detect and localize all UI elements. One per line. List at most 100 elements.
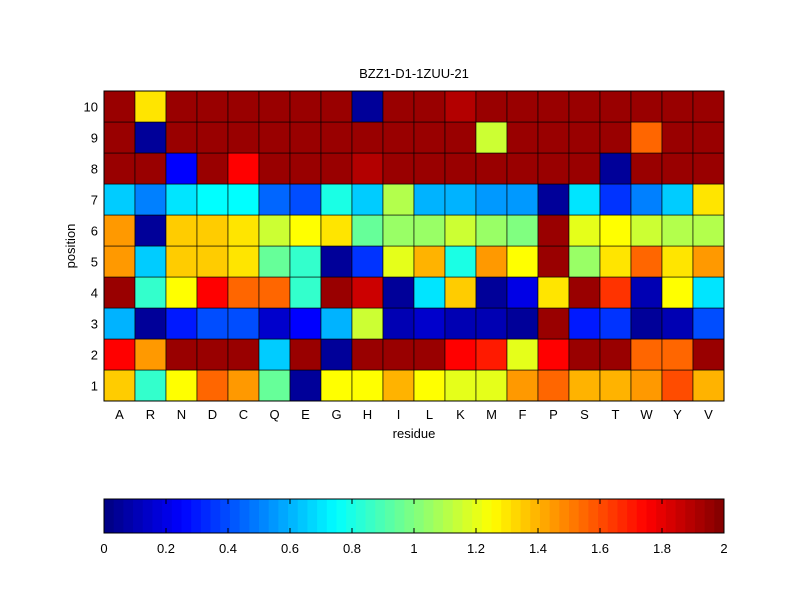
x-tick-label: C xyxy=(239,407,248,422)
colorbar-step xyxy=(636,499,647,533)
heatmap-cell-2-N xyxy=(165,338,198,371)
heatmap-cell-4-D xyxy=(196,276,229,309)
heatmap-cell-5-D xyxy=(196,245,229,278)
heatmap-cell-4-W xyxy=(630,276,663,309)
colorbar-step xyxy=(191,499,202,533)
heatmap-cell-4-A xyxy=(103,276,136,309)
colorbar-ticks: 0 0.2 0.4 0.6 0.8 1 1.2 1.4 1.6 1.8 2 xyxy=(100,499,728,556)
heatmap-cell-7-Q xyxy=(258,183,291,216)
heatmap-cell-7-A xyxy=(103,183,136,216)
heatmap-cell-9-P xyxy=(537,121,570,154)
heatmap-cell-6-F xyxy=(506,214,539,247)
colorbar-step xyxy=(142,499,153,533)
heatmap-cell-10-F xyxy=(506,90,539,123)
heatmap-cell-5-H xyxy=(351,245,384,278)
heatmap-cell-3-E xyxy=(289,307,322,340)
heatmap-cell-8-Y xyxy=(661,152,694,185)
colorbar-step xyxy=(617,499,628,533)
y-tick-label: 1 xyxy=(91,379,98,394)
heatmap-cell-7-M xyxy=(475,183,508,216)
colorbar-tick-label: 1.4 xyxy=(529,541,547,556)
heatmap-cell-9-F xyxy=(506,121,539,154)
colorbar-step xyxy=(433,499,444,533)
colorbar-step xyxy=(588,499,599,533)
heatmap-cell-3-R xyxy=(134,307,167,340)
colorbar-step xyxy=(123,499,134,533)
heatmap-cell-3-W xyxy=(630,307,663,340)
heatmap-cell-5-W xyxy=(630,245,663,278)
colorbar-tick-label: 0.4 xyxy=(219,541,237,556)
heatmap-cell-3-N xyxy=(165,307,198,340)
heatmap-cell-4-P xyxy=(537,276,570,309)
heatmap-cell-7-E xyxy=(289,183,322,216)
heatmap-cell-3-A xyxy=(103,307,136,340)
heatmap-cell-6-L xyxy=(413,214,446,247)
x-tick-label: G xyxy=(331,407,341,422)
heatmap-cell-2-I xyxy=(382,338,415,371)
heatmap-cell-6-N xyxy=(165,214,198,247)
heatmap-cell-6-Y xyxy=(661,214,694,247)
colorbar-step xyxy=(549,499,560,533)
heatmap-cell-9-R xyxy=(134,121,167,154)
heatmap-cell-3-M xyxy=(475,307,508,340)
colorbar-step xyxy=(394,499,405,533)
y-tick-label: 3 xyxy=(91,317,98,332)
heatmap-cell-10-M xyxy=(475,90,508,123)
heatmap-cell-9-L xyxy=(413,121,446,154)
heatmap-cell-6-S xyxy=(568,214,601,247)
y-axis-ticks: 1 2 3 4 5 6 7 8 9 10 xyxy=(84,100,98,394)
colorbar-step xyxy=(607,499,618,533)
heatmap-cell-7-W xyxy=(630,183,663,216)
colorbar-tick-label: 1 xyxy=(410,541,417,556)
colorbar-step xyxy=(491,499,502,533)
colorbar-step xyxy=(530,499,541,533)
heatmap-cell-5-K xyxy=(444,245,477,278)
colorbar-step xyxy=(404,499,415,533)
heatmap-cell-10-R xyxy=(134,90,167,123)
heatmap-cell-4-H xyxy=(351,276,384,309)
colorbar-step xyxy=(365,499,376,533)
heatmap-cell-5-F xyxy=(506,245,539,278)
colorbar-step xyxy=(627,499,638,533)
colorbar-step xyxy=(685,499,696,533)
y-tick-label: 2 xyxy=(91,348,98,363)
heatmap-cell-8-F xyxy=(506,152,539,185)
x-tick-label: S xyxy=(580,407,589,422)
heatmap-cell-10-C xyxy=(227,90,260,123)
heatmap-cell-1-L xyxy=(413,369,446,402)
colorbar-step xyxy=(307,499,318,533)
x-tick-label: Q xyxy=(269,407,279,422)
x-axis-label: residue xyxy=(393,426,436,441)
colorbar-step xyxy=(268,499,279,533)
heatmap-cell-7-I xyxy=(382,183,415,216)
heatmap-cell-3-S xyxy=(568,307,601,340)
heatmap-cell-6-P xyxy=(537,214,570,247)
x-tick-label: K xyxy=(456,407,465,422)
x-tick-label: H xyxy=(363,407,372,422)
heatmap-cell-1-M xyxy=(475,369,508,402)
heatmap-cell-2-D xyxy=(196,338,229,371)
heatmap-cell-9-S xyxy=(568,121,601,154)
heatmap-cell-6-Q xyxy=(258,214,291,247)
heatmap-cell-2-R xyxy=(134,338,167,371)
colorbar-gradient xyxy=(104,499,725,533)
x-tick-label: N xyxy=(177,407,186,422)
colorbar-step xyxy=(336,499,347,533)
colorbar-step xyxy=(317,499,328,533)
colorbar-step xyxy=(646,499,657,533)
heatmap-cell-7-G xyxy=(320,183,353,216)
colorbar-step xyxy=(239,499,250,533)
heatmap-cell-2-Q xyxy=(258,338,291,371)
heatmap-cell-9-M xyxy=(475,121,508,154)
heatmap-cell-3-T xyxy=(599,307,632,340)
heatmap-cell-7-D xyxy=(196,183,229,216)
heatmap-cell-8-H xyxy=(351,152,384,185)
x-tick-label: D xyxy=(208,407,217,422)
heatmap-cell-10-D xyxy=(196,90,229,123)
y-tick-label: 6 xyxy=(91,224,98,239)
colorbar-step xyxy=(694,499,706,533)
heatmap-cell-2-S xyxy=(568,338,601,371)
colorbar-step xyxy=(133,499,144,533)
